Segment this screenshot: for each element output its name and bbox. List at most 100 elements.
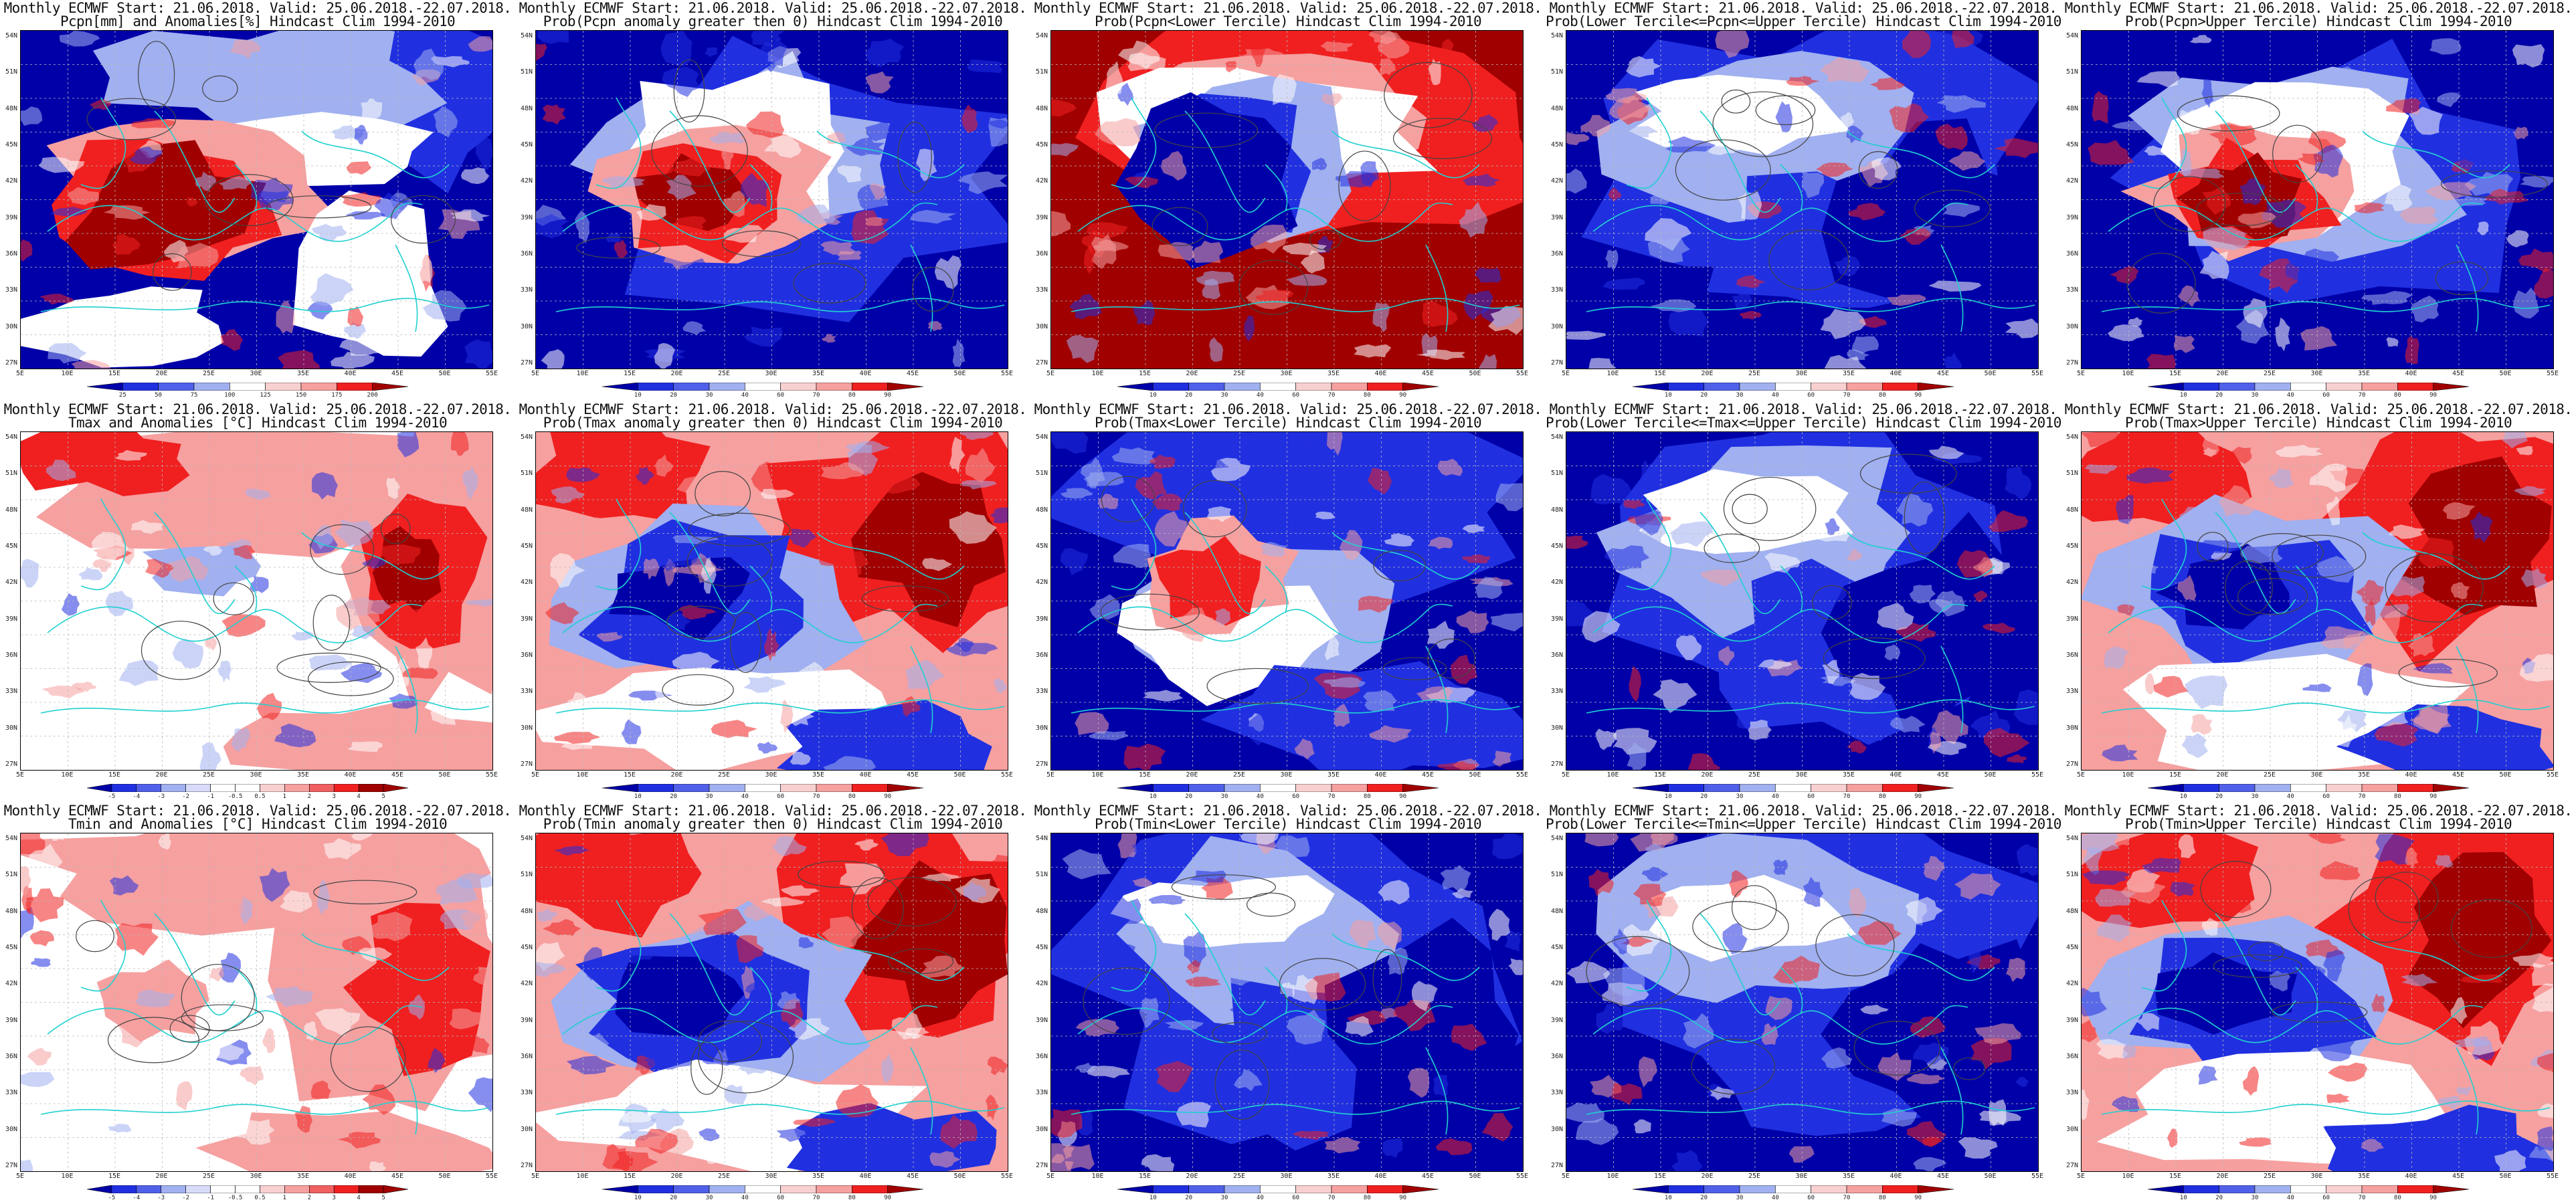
colorbar-swatch xyxy=(673,1185,710,1193)
colorbar-swatch xyxy=(1295,1185,1332,1193)
lat-label: 45N xyxy=(1035,944,1048,951)
colorbar xyxy=(87,1185,408,1193)
colorbar-label: 80 xyxy=(2393,793,2401,800)
lon-label: 55E xyxy=(2031,370,2044,377)
lon-label: 5E xyxy=(1046,771,1055,779)
lon-label: 25E xyxy=(2263,370,2276,377)
map-plot xyxy=(535,431,1008,771)
colorbar-swatch xyxy=(136,1185,162,1193)
map-field xyxy=(1566,833,2038,1171)
lat-label: 30N xyxy=(2065,1125,2078,1133)
panel-title: Tmax and Anomalies [°C] Hindcast Clim 19… xyxy=(68,415,448,431)
panel-title: Prob(Lower Tercile<=Pcpn<=Upper Tercile)… xyxy=(1546,13,2061,29)
lon-label: 35E xyxy=(812,1173,825,1180)
panel-title: Prob(Tmin anomaly greater then 0) Hindca… xyxy=(543,816,1003,832)
forecast-panel: Monthly ECMWF Start: 21.06.2018. Valid: … xyxy=(0,803,515,1204)
lon-label: 10E xyxy=(576,1173,589,1180)
lon-label: 10E xyxy=(2122,1173,2134,1180)
panel-header: Monthly ECMWF Start: 21.06.2018. Valid: … xyxy=(2064,803,2573,819)
lat-label: 30N xyxy=(2065,322,2078,330)
colorbar-swatch xyxy=(2148,1185,2184,1193)
colorbar-label: 20 xyxy=(670,793,678,800)
colorbar xyxy=(87,383,408,391)
colorbar-label: 40 xyxy=(741,793,749,800)
lon-label: 20E xyxy=(2216,370,2229,377)
lon-label: 50E xyxy=(1984,771,1997,779)
colorbar-swatch xyxy=(2183,1185,2219,1193)
lat-label: 39N xyxy=(5,615,17,623)
lon-label: 30E xyxy=(1795,370,1808,377)
panel-header: Monthly ECMWF Start: 21.06.2018. Valid: … xyxy=(3,0,512,16)
lat-label: 33N xyxy=(1550,1089,1563,1097)
lat-label: 48N xyxy=(5,104,17,112)
lat-label: 54N xyxy=(1035,32,1048,39)
colorbar xyxy=(602,383,923,391)
colorbar-swatch xyxy=(2361,784,2398,792)
lat-label: 45N xyxy=(5,944,17,951)
lat-label: 33N xyxy=(5,1089,17,1097)
map-field xyxy=(1051,833,1523,1171)
lat-label: 48N xyxy=(1550,104,1563,112)
lat-label: 27N xyxy=(1550,1162,1563,1169)
colorbar-label: 70 xyxy=(1843,793,1851,800)
panel-header: Monthly ECMWF Start: 21.06.2018. Valid: … xyxy=(1549,401,2057,417)
panel-header: Monthly ECMWF Start: 21.06.2018. Valid: … xyxy=(2064,401,2573,417)
colorbar-label: 5 xyxy=(381,1195,385,1201)
colorbar-label: 20 xyxy=(1185,793,1193,800)
lon-label: 25E xyxy=(717,771,731,779)
lat-label: 39N xyxy=(5,213,17,221)
colorbar-label: 70 xyxy=(812,392,820,399)
colorbar-swatch xyxy=(1739,784,1776,792)
colorbar-swatch xyxy=(2183,784,2219,792)
colorbar-swatch xyxy=(745,383,781,391)
colorbar-swatch xyxy=(333,1185,359,1193)
colorbar-swatch xyxy=(2290,1185,2326,1193)
colorbar-swatch xyxy=(2219,383,2256,391)
colorbar xyxy=(1117,784,1439,792)
lon-label: 5E xyxy=(15,370,25,377)
colorbar-label: 70 xyxy=(1327,392,1336,399)
colorbar-label: 70 xyxy=(1327,793,1336,800)
lon-label: 5E xyxy=(1561,370,1570,377)
lon-label: 40E xyxy=(1890,370,1902,377)
colorbar-swatch xyxy=(2361,383,2398,391)
colorbar-swatch xyxy=(709,383,745,391)
colorbar-swatch xyxy=(358,784,384,792)
lat-label: 42N xyxy=(5,177,17,185)
map-field xyxy=(2082,31,2553,369)
forecast-panel: Monthly ECMWF Start: 21.06.2018. Valid: … xyxy=(2061,0,2576,401)
lon-label: 15E xyxy=(1653,771,1667,779)
colorbar-swatch xyxy=(333,784,359,792)
lat-label: 51N xyxy=(2065,470,2078,478)
lat-label: 54N xyxy=(2065,433,2078,441)
lon-label: 25E xyxy=(1748,370,1761,377)
colorbar-swatch xyxy=(1188,383,1225,391)
colorbar-swatch xyxy=(87,1185,112,1193)
colorbar-swatch xyxy=(852,1185,888,1193)
colorbar-label: 80 xyxy=(1363,1195,1371,1201)
colorbar-label: 60 xyxy=(1807,392,1815,399)
lon-label: 45E xyxy=(1936,1173,1950,1180)
colorbar-label: 70 xyxy=(1327,1195,1336,1201)
colorbar-swatch xyxy=(2148,383,2184,391)
lat-label: 39N xyxy=(520,213,533,221)
colorbar-swatch xyxy=(602,784,638,792)
lat-label: 51N xyxy=(1550,871,1563,879)
lon-label: 25E xyxy=(717,370,731,377)
colorbar-label: 40 xyxy=(741,1195,749,1201)
colorbar-swatch xyxy=(161,784,186,792)
panel-title: Prob(Lower Tercile<=Tmin<=Upper Tercile)… xyxy=(1546,816,2061,832)
lon-label: 45E xyxy=(391,370,404,377)
lat-label: 42N xyxy=(2065,579,2078,587)
colorbar-swatch xyxy=(185,784,211,792)
colorbar-swatch xyxy=(1882,784,1918,792)
lon-label: 55E xyxy=(1000,1173,1014,1180)
colorbar-label: 30 xyxy=(705,392,713,399)
lat-label: 48N xyxy=(520,907,533,915)
lon-label: 45E xyxy=(906,370,919,377)
map-plot xyxy=(2081,30,2554,369)
colorbar-label: 10 xyxy=(1149,793,1157,800)
colorbar-label: 30 xyxy=(1736,793,1744,800)
lon-label: 25E xyxy=(202,771,215,779)
colorbar-label: 30 xyxy=(705,793,713,800)
